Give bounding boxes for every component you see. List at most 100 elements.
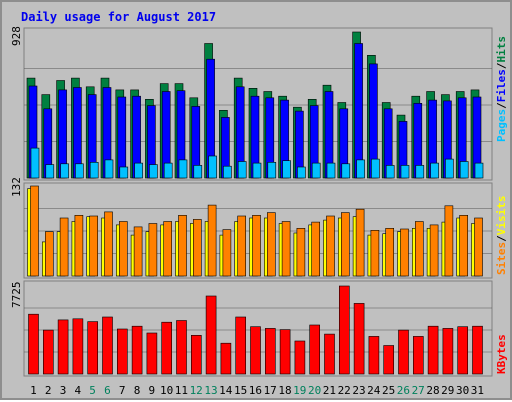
day-label: 16 (249, 384, 262, 397)
pages-bar (297, 166, 306, 179)
top-side-legend: Pages/Files/Hits (495, 36, 508, 142)
day-label: 7 (119, 384, 126, 397)
day-label: 1 (30, 384, 37, 397)
files-bar (354, 43, 363, 179)
kbytes-bar (161, 321, 172, 375)
kbytes-bar (427, 325, 439, 375)
kbytes-bar (176, 320, 187, 375)
kbytes-bar (383, 345, 395, 375)
sites-bar (148, 223, 158, 277)
pages-bar (237, 161, 247, 179)
pages-bar (430, 162, 439, 179)
sites-bar (59, 217, 69, 277)
day-label: 19 (293, 384, 306, 397)
day-label: 4 (74, 384, 81, 397)
pages-bar (178, 159, 188, 179)
sites-bar (252, 215, 261, 277)
sites-bar (370, 230, 380, 277)
kbytes-bar (117, 328, 128, 375)
day-label: 2 (45, 384, 52, 397)
sites-bar (400, 228, 409, 277)
legend-kbytes: KBytes (495, 334, 508, 374)
pages-bar (104, 159, 114, 179)
sites-bar (326, 215, 335, 277)
kbytes-bar (442, 328, 454, 375)
day-label: 22 (338, 384, 351, 397)
sites-bar (340, 212, 350, 277)
day-label: 20 (308, 384, 321, 397)
pages-bar (459, 161, 469, 179)
sites-bar (104, 211, 113, 277)
pages-bar (75, 163, 84, 179)
day-label: 6 (104, 384, 111, 397)
kbytes-bar (472, 325, 483, 375)
files-bar (117, 96, 127, 179)
legend-files: Files (495, 69, 508, 102)
sites-bar (459, 215, 469, 277)
kbytes-bar (412, 336, 424, 375)
kbytes-bar (398, 329, 409, 375)
legend-sep-1: / (495, 102, 508, 109)
day-label: 27 (412, 384, 425, 397)
pages-bar (134, 162, 143, 179)
pages-bar (400, 165, 410, 179)
day-label: 28 (426, 384, 439, 397)
day-label: 18 (278, 384, 291, 397)
kbytes-bar (87, 321, 98, 375)
pages-bar (45, 164, 55, 179)
pages-bar (252, 162, 262, 179)
legend-sites: Sites (495, 242, 508, 275)
pages-bar (30, 147, 40, 179)
kbytes-bar (309, 324, 321, 375)
kbytes-bar (220, 342, 232, 375)
sites-bar (30, 185, 39, 277)
kbytes-bar (235, 316, 246, 375)
legend-sep-3: / (495, 235, 508, 242)
pages-bar (208, 155, 217, 179)
day-label: 13 (204, 384, 217, 397)
day-label: 11 (175, 384, 188, 397)
kbytes-bar (146, 332, 158, 375)
sites-bar (89, 215, 98, 277)
kbytes-bar (205, 295, 217, 375)
mid-side-legend: Sites/Visits (495, 196, 508, 276)
sites-bar (207, 204, 217, 277)
pages-bar (193, 165, 203, 179)
pages-bar (60, 163, 69, 179)
sites-bar (163, 221, 172, 277)
mid-ymax-label: 132 (10, 177, 23, 197)
pages-bar (89, 162, 99, 179)
sites-bar (193, 219, 202, 277)
day-label: 15 (234, 384, 247, 397)
sites-bar (266, 212, 276, 277)
day-label: 12 (190, 384, 203, 397)
sites-bar (281, 221, 291, 277)
sites-bar (311, 221, 321, 277)
pages-bar (163, 162, 173, 179)
sites-bar (237, 215, 246, 277)
sites-bar (429, 224, 439, 277)
kbytes-bar (353, 303, 365, 375)
kbytes-bar (250, 326, 261, 375)
kbytes-bar (368, 336, 380, 375)
pages-bar (356, 159, 365, 179)
kbytes-bar (338, 285, 350, 375)
day-label: 8 (134, 384, 141, 397)
day-label: 26 (397, 384, 410, 397)
chart-title: Daily usage for August 2017 (21, 10, 216, 24)
legend-pages: Pages (495, 109, 508, 142)
pages-bar (326, 162, 336, 179)
kbytes-bar (42, 329, 54, 375)
sites-bar (444, 205, 454, 277)
pages-bar (415, 165, 425, 179)
kbytes-bar (102, 316, 113, 375)
bottom-side-legend: KBytes (495, 334, 508, 374)
pages-bar (223, 165, 232, 179)
day-label: 31 (471, 384, 484, 397)
legend-sep-2: / (495, 62, 508, 69)
day-label: 25 (382, 384, 395, 397)
sites-bar (74, 215, 84, 277)
pages-bar (311, 162, 321, 179)
